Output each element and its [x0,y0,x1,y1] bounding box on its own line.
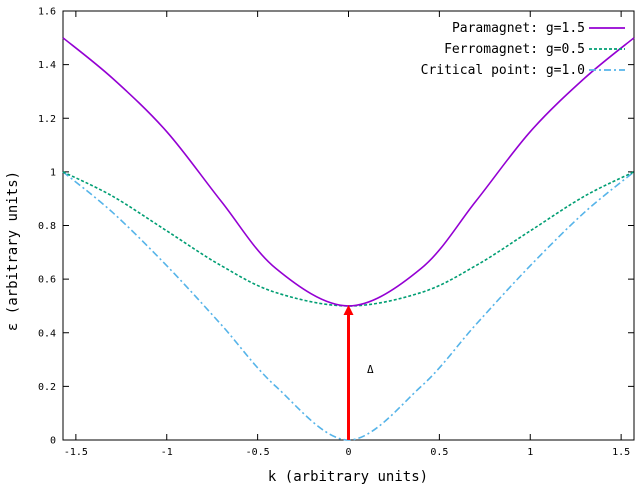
series-line-1 [62,171,635,307]
x-tick-label: -1 [161,447,173,458]
series-line-0 [62,37,635,307]
legend-label: Critical point: g=1.0 [421,63,585,78]
y-tick-label: 0.8 [38,221,56,232]
y-tick-label: 1.2 [38,114,56,125]
y-tick-label: 1 [50,167,56,178]
y-tick-label: 0.4 [38,328,56,339]
x-tick-label: 1.5 [612,447,630,458]
gap-label: Δ [367,363,374,376]
y-tick-label: 1.6 [38,7,56,18]
x-axis-title: k (arbitrary units) [268,469,428,485]
y-tick-label: 0 [50,436,56,447]
y-tick-label: 0.2 [38,382,56,393]
legend-label: Ferromagnet: g=0.5 [444,42,585,57]
x-tick-label: -0.5 [246,447,270,458]
x-tick-label: 0.5 [430,447,448,458]
y-tick-label: 1.4 [38,60,56,71]
y-axis-title: ε (arbitrary units) [5,171,21,331]
plot-layer: -1.5 -1 -0.5 0 0.5 1 1.5 0 0.2 0.4 0.6 0.8 1 1.2 1.4 1.… [38,7,635,458]
legend-label: Paramagnet: g=1.5 [452,21,585,36]
x-tick-label: 1 [527,447,533,458]
y-tick-label: 0.6 [38,275,56,286]
x-tick-label: 0 [345,447,351,458]
x-tick-label: -1.5 [64,447,88,458]
